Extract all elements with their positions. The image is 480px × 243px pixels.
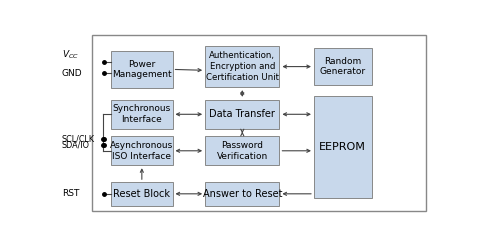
- Bar: [111, 51, 172, 88]
- Text: GND: GND: [62, 69, 83, 78]
- Text: Data Transfer: Data Transfer: [209, 109, 275, 119]
- Text: Power
Management: Power Management: [112, 60, 172, 79]
- Text: Password
Verification: Password Verification: [216, 141, 268, 161]
- Bar: [111, 100, 172, 129]
- Text: SDA/IO: SDA/IO: [62, 141, 90, 150]
- Bar: [205, 182, 279, 206]
- Text: $V_{CC}$: $V_{CC}$: [62, 48, 79, 61]
- Text: Synchronous
Interface: Synchronous Interface: [113, 104, 171, 124]
- Text: RST: RST: [62, 189, 79, 198]
- Bar: [205, 46, 279, 87]
- Text: SCL/CLK: SCL/CLK: [62, 134, 95, 143]
- Bar: [111, 182, 172, 206]
- Bar: [314, 48, 372, 85]
- Bar: [205, 100, 279, 129]
- Bar: [314, 96, 372, 198]
- Bar: [111, 136, 172, 165]
- Text: EEPROM: EEPROM: [319, 142, 366, 152]
- Text: Random
Generator: Random Generator: [320, 57, 366, 77]
- Text: Asynchronous
ISO Interface: Asynchronous ISO Interface: [110, 141, 173, 161]
- Bar: [205, 136, 279, 165]
- Text: Answer to Reset: Answer to Reset: [203, 189, 282, 199]
- Text: Reset Block: Reset Block: [113, 189, 170, 199]
- Text: Authentication,
Encryption and
Certification Unit: Authentication, Encryption and Certifica…: [206, 51, 279, 82]
